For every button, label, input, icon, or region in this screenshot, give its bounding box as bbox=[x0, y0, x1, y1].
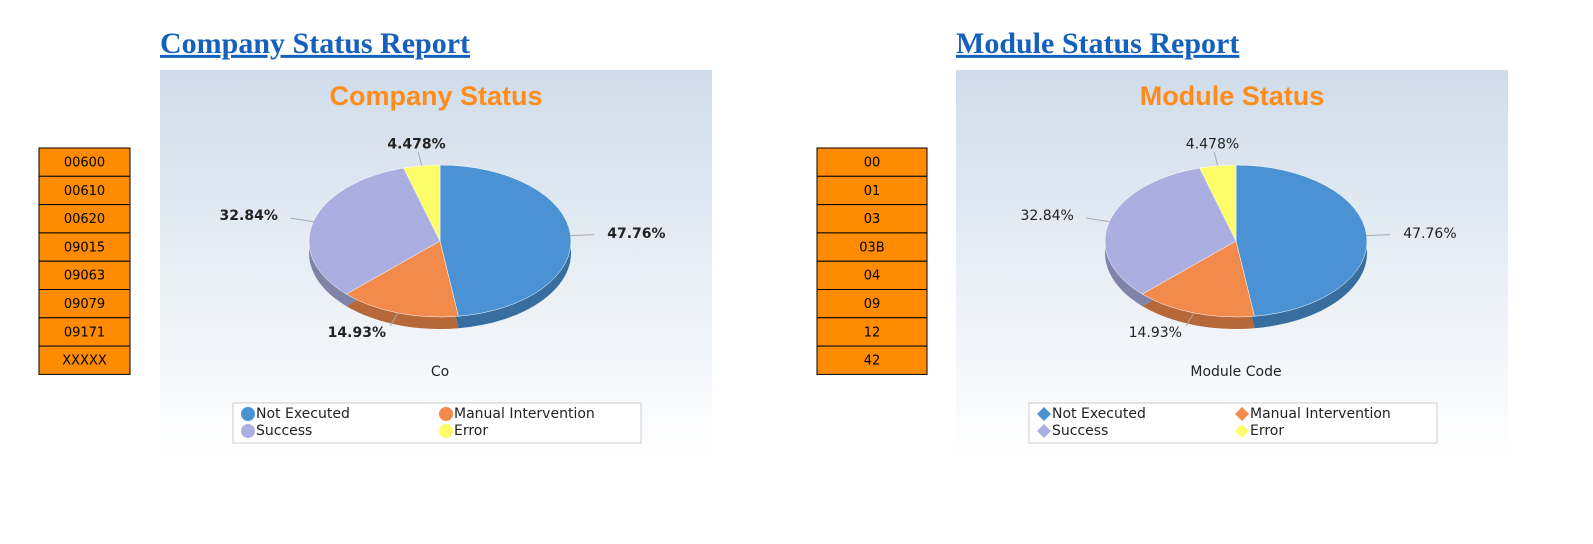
code-label[interactable]: XXXXX bbox=[62, 354, 107, 369]
code-label[interactable]: 00 bbox=[864, 156, 881, 171]
code-label[interactable]: 09015 bbox=[64, 240, 105, 255]
legend-marker bbox=[241, 407, 255, 421]
code-cell bbox=[38, 147, 131, 177]
legend-marker bbox=[439, 407, 453, 421]
data-label: 14.93% bbox=[328, 325, 386, 341]
report-heading[interactable]: Module Status Report bbox=[956, 27, 1239, 60]
legend-label[interactable]: Manual Intervention bbox=[1250, 406, 1391, 422]
data-label: 14.93% bbox=[1129, 325, 1182, 341]
legend-marker bbox=[1037, 424, 1051, 438]
code-label[interactable]: 42 bbox=[864, 354, 881, 369]
legend-marker bbox=[439, 424, 453, 438]
legend-box bbox=[232, 402, 642, 444]
code-label[interactable]: 03 bbox=[864, 212, 881, 227]
code-cell bbox=[816, 289, 928, 319]
data-label: 4.478% bbox=[387, 137, 445, 153]
legend-box bbox=[1028, 402, 1438, 444]
legend-label[interactable]: Manual Intervention bbox=[454, 406, 595, 422]
code-label[interactable]: 00620 bbox=[64, 212, 105, 227]
code-label[interactable]: 09171 bbox=[64, 325, 105, 340]
legend-marker bbox=[1235, 424, 1249, 438]
code-cell bbox=[38, 175, 131, 206]
legend-label[interactable]: Error bbox=[1250, 423, 1284, 439]
leader-line bbox=[417, 152, 423, 166]
legend-label[interactable]: Error bbox=[454, 423, 488, 439]
pie-slice[interactable] bbox=[308, 167, 441, 295]
leader-line bbox=[1086, 217, 1110, 223]
code-label[interactable]: 12 bbox=[864, 325, 881, 340]
legend-marker bbox=[241, 424, 255, 438]
code-label[interactable]: 00600 bbox=[64, 156, 105, 171]
code-cell bbox=[816, 175, 928, 206]
code-cell bbox=[38, 289, 131, 319]
data-label: 32.84% bbox=[1020, 208, 1073, 224]
data-label: 47.76% bbox=[607, 226, 665, 242]
leader-line bbox=[290, 217, 314, 223]
legend-label[interactable]: Not Executed bbox=[256, 406, 350, 422]
pie-slice[interactable] bbox=[403, 164, 441, 242]
code-cell bbox=[816, 204, 928, 234]
legend-label[interactable]: Not Executed bbox=[1052, 406, 1146, 422]
legend-marker bbox=[1037, 407, 1051, 421]
code-label[interactable]: 00610 bbox=[64, 184, 105, 199]
code-label[interactable]: 09063 bbox=[64, 269, 105, 284]
pie-slice[interactable] bbox=[345, 240, 459, 318]
axis-label: Module Code bbox=[1190, 364, 1281, 380]
code-label[interactable]: 09 bbox=[864, 297, 881, 312]
leader-line bbox=[1185, 312, 1195, 327]
code-label[interactable]: 09079 bbox=[64, 297, 105, 312]
data-label: 4.478% bbox=[1186, 137, 1239, 153]
legend-label[interactable]: Success bbox=[1052, 423, 1108, 439]
legend-marker bbox=[1235, 407, 1249, 421]
leader-line bbox=[570, 234, 595, 237]
pie-slice[interactable] bbox=[1141, 240, 1255, 318]
code-label[interactable]: 03B bbox=[859, 240, 884, 255]
leader-line bbox=[1213, 152, 1219, 166]
leader-line bbox=[1366, 234, 1391, 237]
axis-label: Co bbox=[431, 364, 449, 380]
legend-label[interactable]: Success bbox=[256, 423, 312, 439]
data-label: 32.84% bbox=[220, 208, 278, 224]
code-label[interactable]: 04 bbox=[864, 269, 881, 284]
chart-title: Company Status bbox=[329, 81, 542, 111]
code-cell bbox=[38, 345, 131, 375]
data-label: 47.76% bbox=[1403, 226, 1456, 242]
code-cell bbox=[816, 232, 928, 262]
leader-line bbox=[389, 312, 399, 327]
chart-title: Module Status bbox=[1140, 81, 1325, 111]
code-cell bbox=[38, 232, 131, 262]
code-cell bbox=[816, 345, 928, 375]
code-label[interactable]: 01 bbox=[864, 184, 881, 199]
pie-slice[interactable] bbox=[1199, 164, 1237, 242]
pie-slice[interactable] bbox=[1104, 167, 1237, 295]
report-heading[interactable]: Company Status Report bbox=[160, 27, 470, 60]
